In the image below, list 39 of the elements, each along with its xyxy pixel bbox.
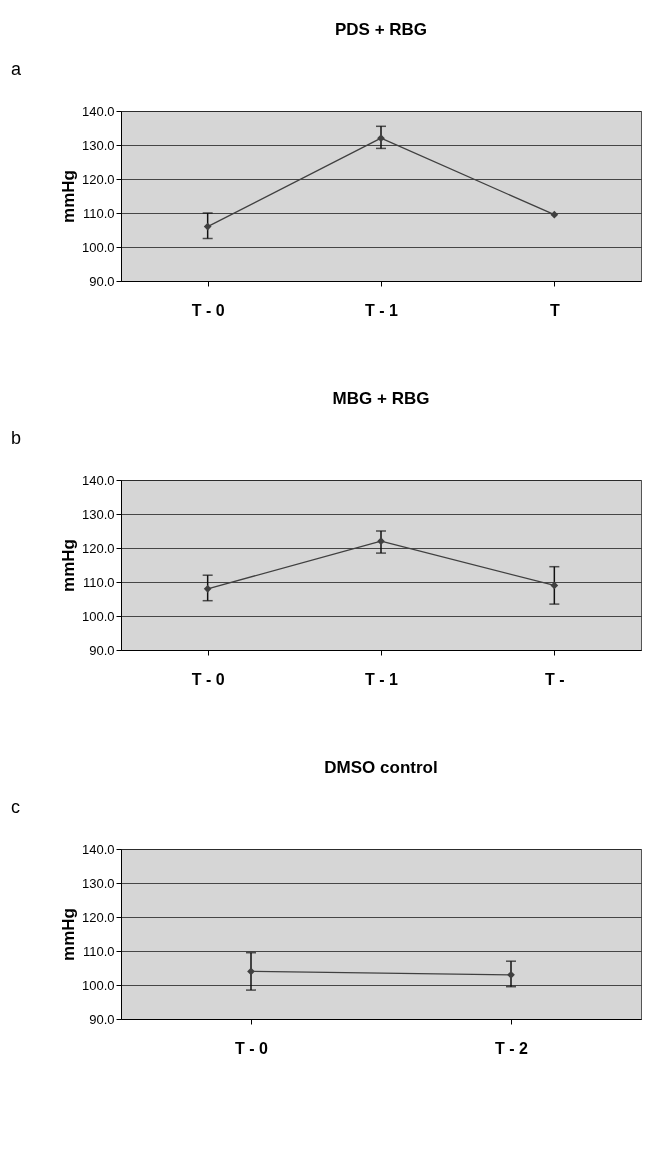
- x-tick-label: T: [549, 301, 560, 319]
- y-tick-label: 100.0: [81, 977, 115, 993]
- y-tick-label: 140.0: [81, 472, 115, 488]
- x-tick-label: T - 0: [191, 301, 225, 319]
- x-tick-label: T - 2: [495, 1039, 529, 1057]
- y-tick-label: 140.0: [81, 841, 115, 857]
- y-tick-label: 130.0: [81, 875, 115, 891]
- y-axis-title: mmHg: [58, 908, 78, 961]
- text: a: [11, 59, 22, 79]
- y-tick-label: 100.0: [81, 608, 115, 624]
- y-tick-label: 130.0: [81, 506, 115, 522]
- y-tick-label: 110.0: [82, 943, 115, 959]
- y-axis-title: mmHg: [58, 539, 78, 592]
- y-tick-label: 90.0: [89, 273, 115, 289]
- text: c: [11, 797, 20, 817]
- chart-title: PDS + RBG: [334, 20, 428, 39]
- y-tick-label: 110.0: [82, 574, 115, 590]
- text: b: [11, 428, 22, 448]
- x-tick-label: T - 0: [235, 1039, 269, 1057]
- y-tick-label: 120.0: [81, 171, 115, 187]
- y-tick-label: 120.0: [81, 909, 115, 925]
- chart-title: DMSO control: [324, 758, 438, 777]
- y-tick-label: 90.0: [89, 1011, 115, 1027]
- point: [203, 222, 212, 231]
- y-tick-label: 130.0: [81, 137, 115, 153]
- y-axis-title: mmHg: [58, 170, 78, 223]
- chart-title: MBG + RBG: [332, 389, 430, 408]
- point: [203, 584, 212, 593]
- y-tick-label: 140.0: [81, 103, 115, 119]
- y-tick-label: 110.0: [82, 205, 115, 221]
- x-tick-label: T - 1: [365, 301, 399, 319]
- y-tick-label: 90.0: [89, 642, 115, 658]
- point: [550, 581, 559, 590]
- y-tick-label: 100.0: [81, 239, 115, 255]
- point: [550, 210, 559, 219]
- y-tick-label: 120.0: [81, 540, 115, 556]
- x-tick-label: T - 0: [191, 670, 225, 688]
- x-tick-label: T -: [545, 670, 565, 688]
- x-tick-label: T - 1: [365, 670, 399, 688]
